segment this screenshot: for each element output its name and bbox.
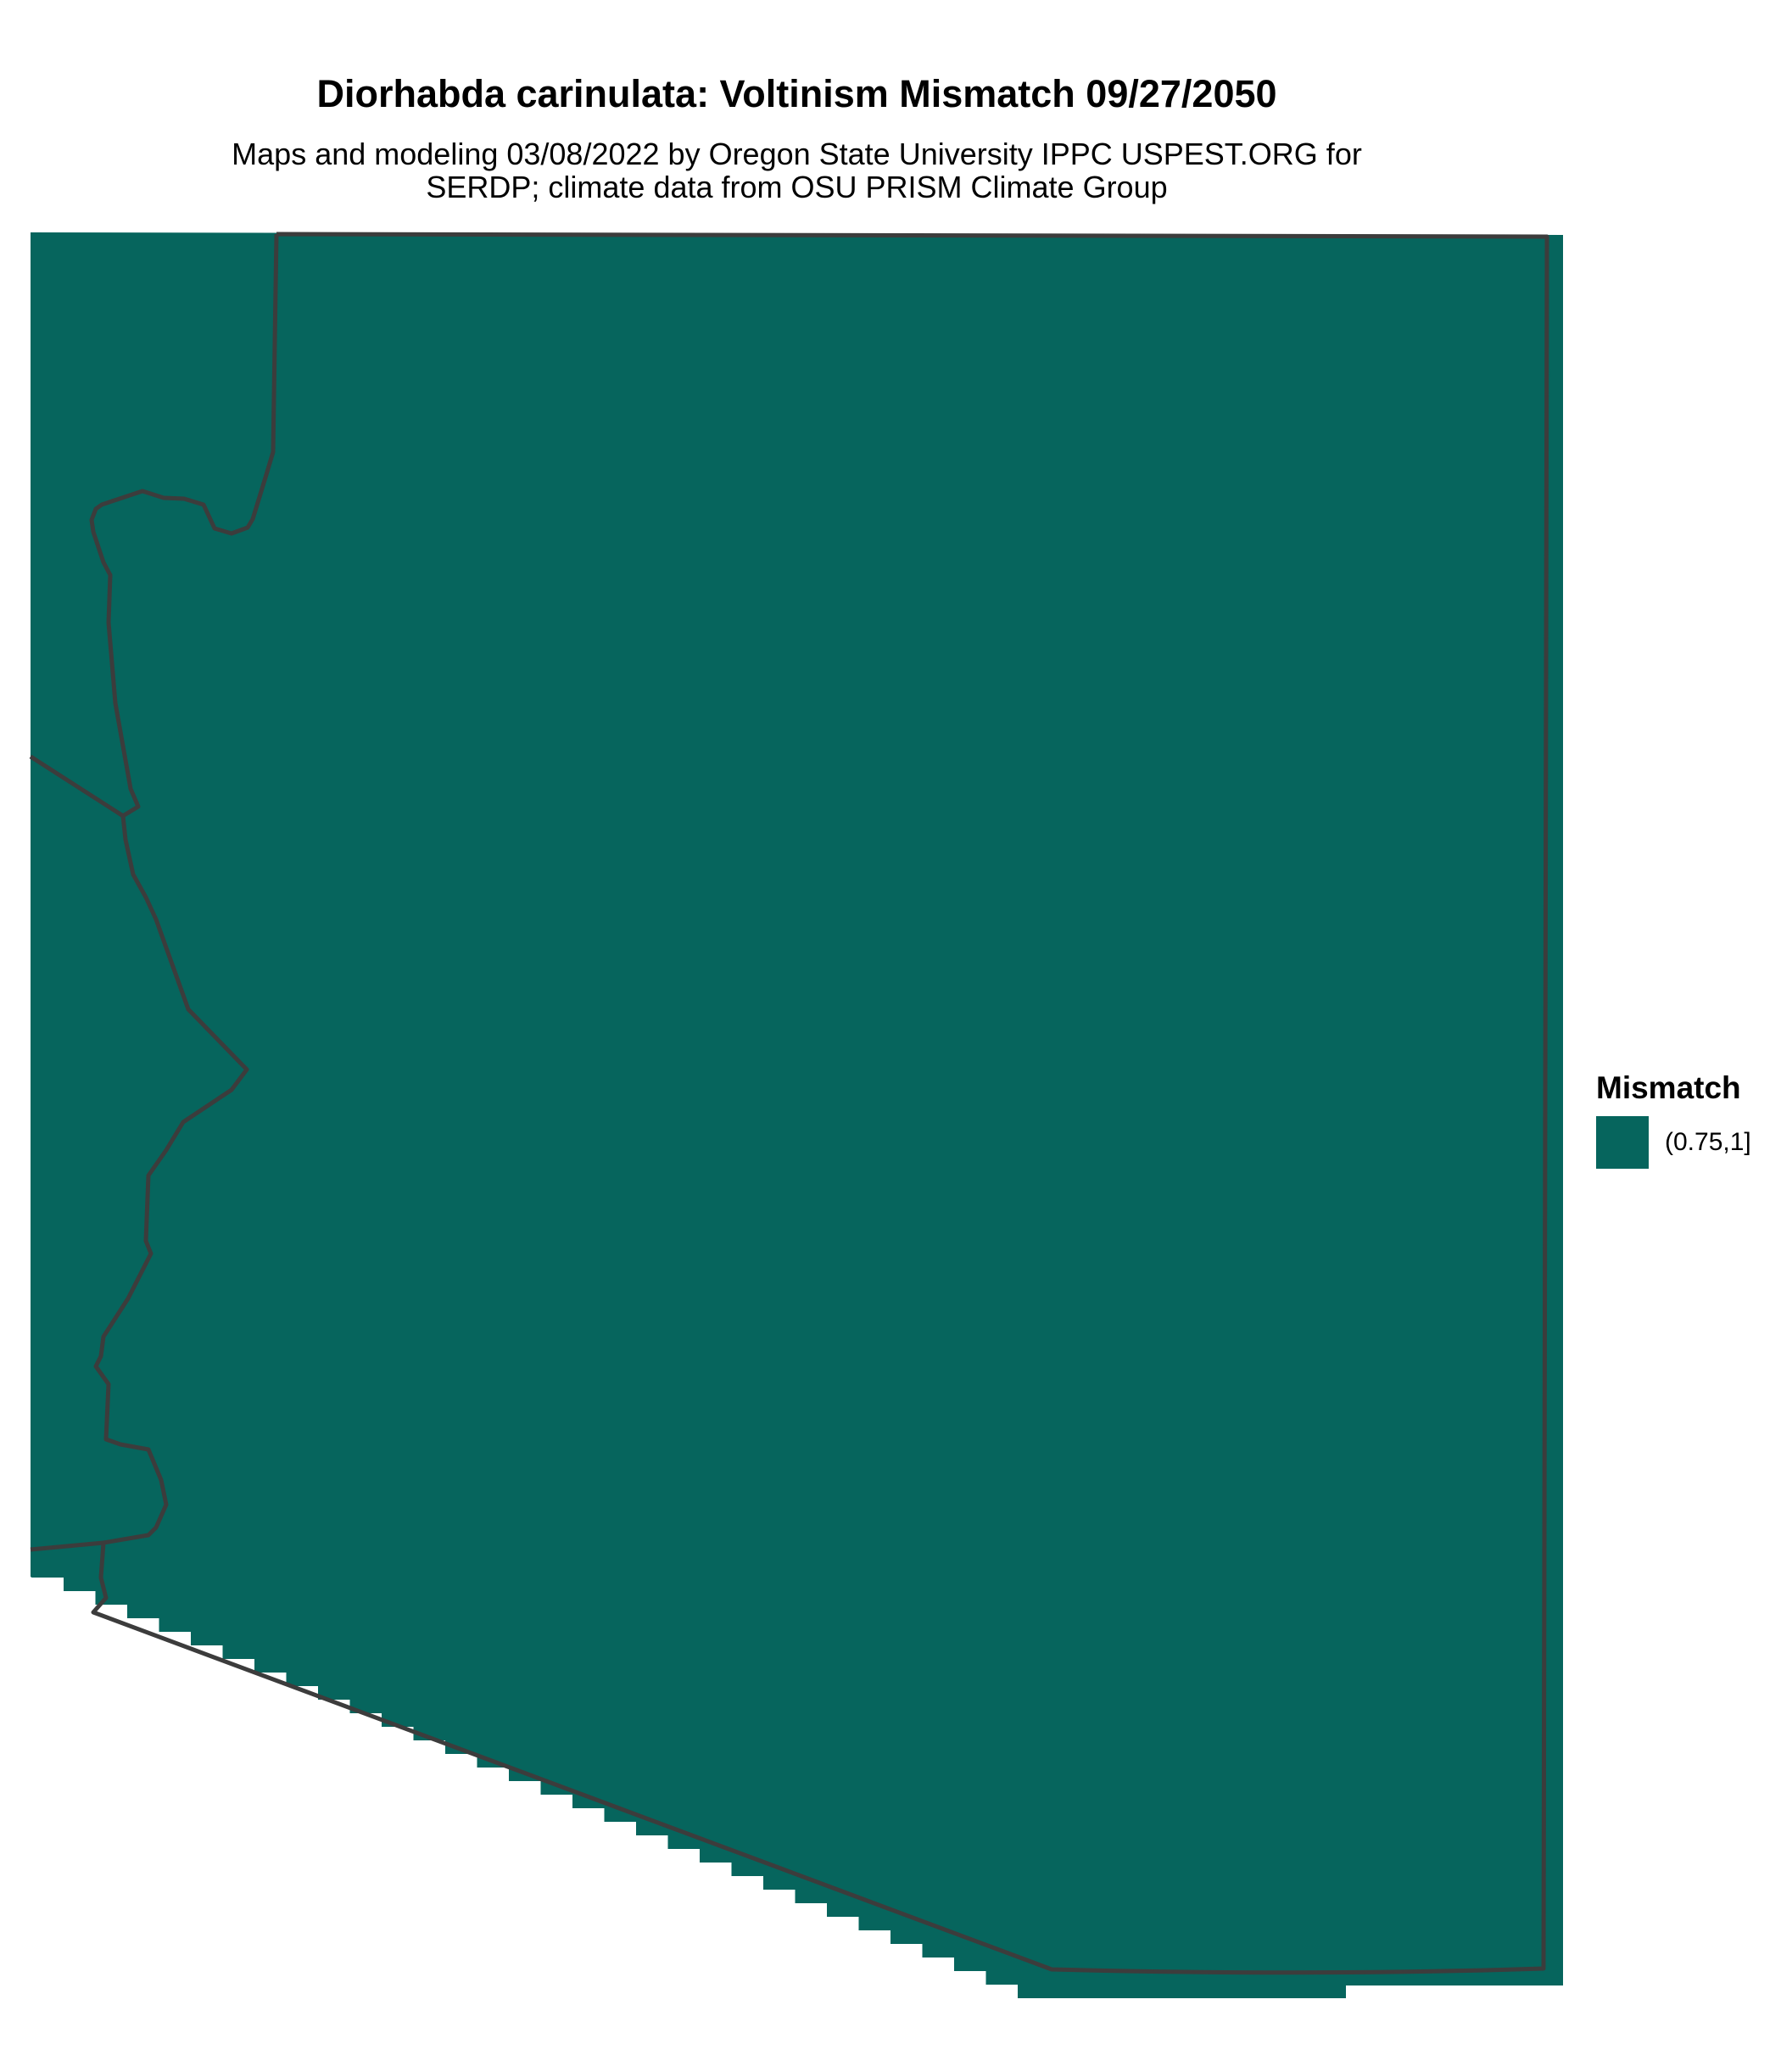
- boundary-branch-southwest: [30, 1540, 104, 1552]
- arizona-raster-fill: [31, 232, 1563, 1998]
- page-title: Diorhabda carinulata: Voltinism Mismatch…: [316, 72, 1277, 115]
- subtitle-line-1: Maps and modeling 03/08/2022 by Oregon S…: [232, 137, 1362, 171]
- legend-swatch-rect: [1596, 1116, 1649, 1169]
- legend-item-label: (0.75,1]: [1665, 1128, 1751, 1156]
- legend-item: (0.75,1]: [1596, 1116, 1751, 1169]
- boundary-branch-northwest: [29, 754, 125, 818]
- subtitle-line-2: SERDP; climate data from OSU PRISM Clima…: [426, 170, 1168, 204]
- map-header: Diorhabda carinulata: Voltinism Mismatch…: [31, 73, 1563, 204]
- legend-title: Mismatch: [1596, 1070, 1741, 1105]
- state-county-boundaries: [89, 232, 1549, 1975]
- legend: Mismatch (0.75,1]: [1596, 1070, 1751, 1169]
- legend-swatch: [1596, 1116, 1649, 1169]
- page-subtitle: Maps and modeling 03/08/2022 by Oregon S…: [31, 137, 1563, 204]
